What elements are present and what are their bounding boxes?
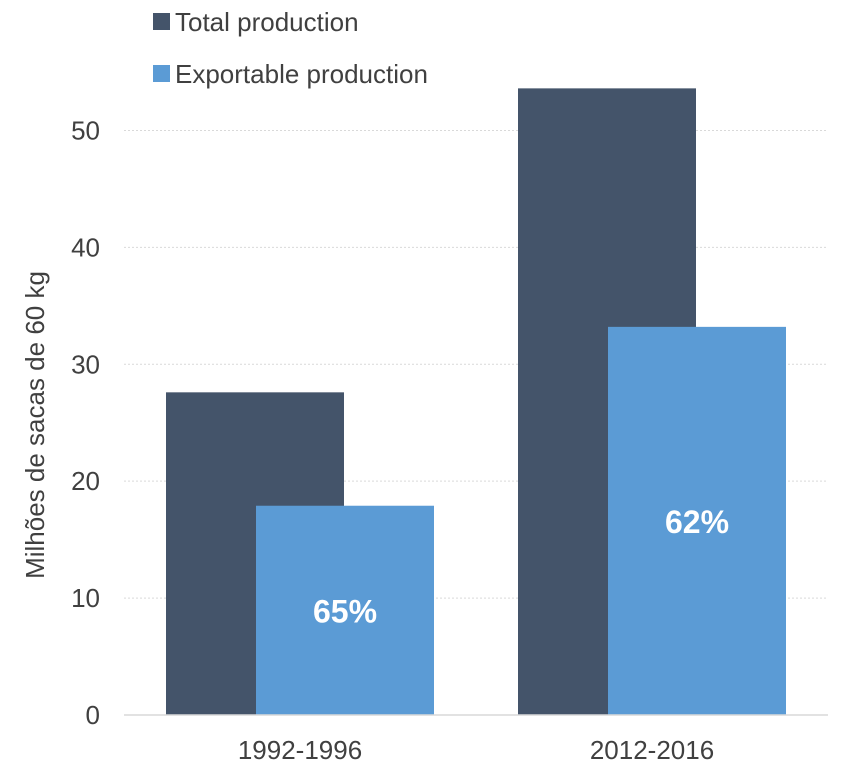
x-axis-ticks: 1992-1996 2012-2016 <box>238 735 714 765</box>
legend: Total production Exportable production <box>153 7 428 89</box>
y-axis-ticks: 0 10 20 30 40 50 <box>71 115 100 730</box>
y-tick-label: 50 <box>71 115 100 145</box>
bars: 65% 62% <box>166 88 786 716</box>
x-tick-label: 1992-1996 <box>238 735 362 765</box>
y-tick-label: 40 <box>71 232 100 262</box>
y-tick-label: 20 <box>71 466 100 496</box>
y-tick-label: 10 <box>71 583 100 613</box>
legend-label: Exportable production <box>175 59 428 89</box>
y-axis-label: Milhões de sacas de 60 kg <box>20 271 50 579</box>
bar-data-label: 65% <box>313 593 377 629</box>
x-tick-label: 2012-2016 <box>590 735 714 765</box>
bar-data-label: 62% <box>665 504 729 540</box>
y-tick-label: 30 <box>71 349 100 379</box>
legend-swatch <box>153 13 170 30</box>
y-tick-label: 0 <box>86 700 100 730</box>
bar-exportable-production <box>608 326 786 715</box>
legend-label: Total production <box>175 7 359 37</box>
bar-exportable-production <box>256 505 434 715</box>
legend-swatch <box>153 65 170 82</box>
